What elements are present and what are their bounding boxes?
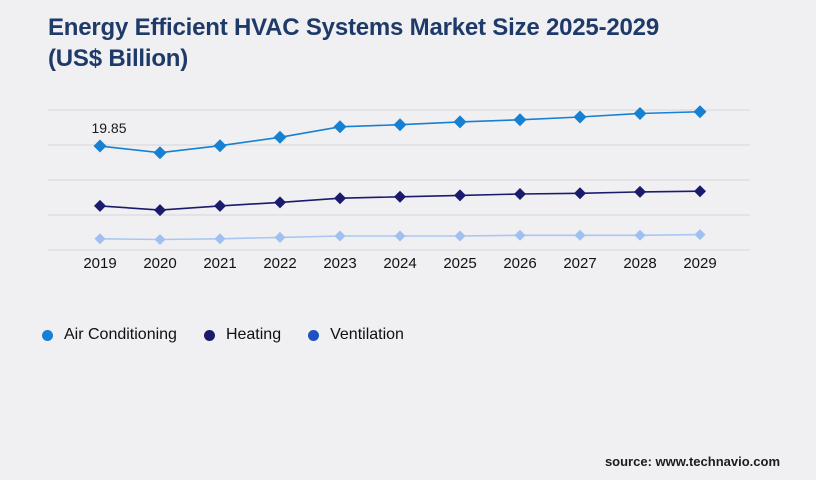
data-point-heating-2023 [334,192,346,205]
data-point-air-conditioning-2028 [633,107,647,120]
data-point-ventilation-2022 [274,231,286,243]
legend-marker-heating-icon [203,329,215,341]
x-axis-label-2019: 2019 [83,255,116,272]
data-point-ventilation-2029 [694,229,706,241]
x-axis-label-2020: 2020 [143,255,176,272]
source-attribution: source: www.technavio.com [604,454,780,469]
data-point-air-conditioning-2025 [453,115,467,129]
data-point-heating-2027 [574,187,586,200]
data-point-heating-2022 [274,196,286,209]
data-point-ventilation-2028 [634,229,646,241]
legend-marker-ventilation-icon [308,329,320,341]
data-point-air-conditioning-2029 [693,105,707,119]
legend-label-heating: Heating [225,326,282,343]
chart-title-line1: Energy Efficient HVAC Systems Market Siz… [48,14,659,41]
series-line-air-conditioning [99,110,701,154]
data-point-air-conditioning-2020 [153,146,167,160]
data-point-air-conditioning-2026 [513,113,527,127]
data-point-ventilation-2024 [394,230,406,242]
data-point-ventilation-2025 [454,230,466,242]
data-point-heating-2021 [214,199,226,212]
data-point-heating-2028 [634,185,646,198]
data-point-ventilation-2020 [154,234,166,245]
legend: Air Conditioning Heating Ventilation [42,326,404,344]
data-point-ventilation-2027 [574,229,586,241]
data-point-heating-2020 [154,204,166,217]
x-axis-label-2025: 2025 [443,255,476,272]
data-point-ventilation-2021 [214,233,226,245]
x-axis-label-2029: 2029 [683,255,716,272]
data-point-heating-2025 [454,189,466,202]
legend-item-heating: Heating [203,326,282,344]
data-point-heating-2026 [514,188,526,200]
market-size-line-chart: 2019 2020 2021 2022 2023 2024 2025 2026 2027 2028… [48,105,750,272]
x-axis-label-2021: 2021 [203,255,236,272]
data-point-ventilation-2023 [334,230,346,242]
data-point-ventilation-2019 [94,233,106,245]
data-point-air-conditioning-2022 [273,130,287,144]
legend-item-air-conditioning: Air Conditioning [42,326,177,344]
x-axis-label-2026: 2026 [503,255,536,272]
data-point-air-conditioning-2023 [333,120,347,134]
x-axis-label-2022: 2022 [263,255,296,272]
x-axis-label-2023: 2023 [323,255,356,272]
data-point-heating-2024 [394,190,406,203]
data-point-air-conditioning-2024 [393,118,407,132]
data-point-ventilation-2026 [514,229,526,241]
legend-label-air-conditioning: Air Conditioning [64,326,177,343]
data-point-heating-2019 [94,199,106,212]
data-value-label-air-conditioning-2019: 19.85 [91,120,126,136]
chart-title: Energy Efficient HVAC Systems Market Siz… [48,12,768,74]
data-point-air-conditioning-2021 [213,139,227,153]
x-axis-label-2027: 2027 [563,255,596,272]
x-axis-label-2024: 2024 [383,255,416,272]
chart-title-line2: (US$ Billion) [48,45,189,73]
legend-marker-air-conditioning-icon [42,329,53,341]
x-axis-label-2028: 2028 [623,255,656,272]
data-point-heating-2029 [694,185,706,198]
data-point-air-conditioning-2027 [573,110,587,124]
legend-item-ventilation: Ventilation [308,326,404,344]
data-point-air-conditioning-2019 [93,139,107,153]
legend-label-ventilation: Ventilation [330,326,404,343]
